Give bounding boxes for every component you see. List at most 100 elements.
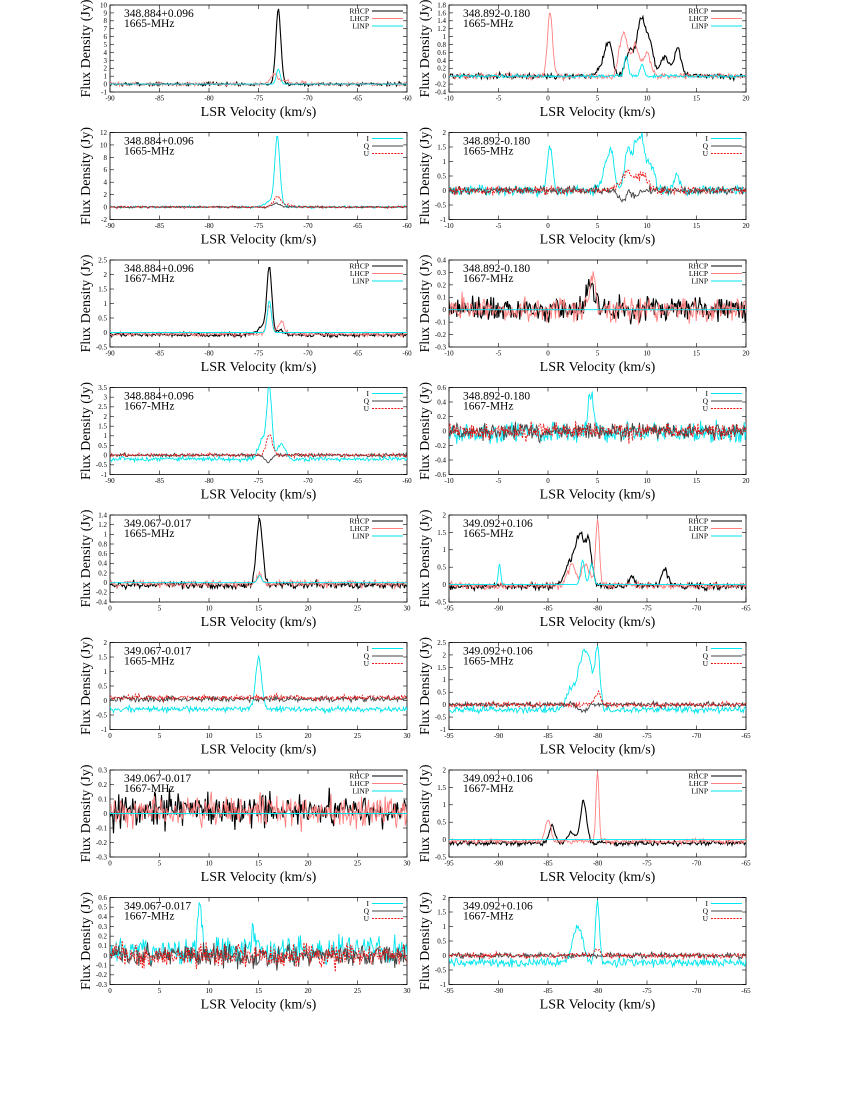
source-name: 348.892-0.180 — [463, 8, 530, 20]
series-u — [449, 169, 746, 196]
x-tick-label: -75 — [642, 860, 652, 868]
x-tick-label: -85 — [543, 987, 553, 995]
y-tick-label: 5 — [104, 41, 108, 49]
y-tick-label: 4 — [104, 49, 108, 57]
x-tick-label: 20 — [743, 477, 751, 485]
panel-6: -0.3 -0.2 -0.1 0 0.1 0.2 0.3 0.4 -10 -5 0 5 10 15 20 Fl… — [418, 254, 750, 375]
y-tick-label: 9 — [104, 9, 108, 17]
x-tick-label: 15 — [693, 350, 701, 358]
y-tick-label: 4 — [104, 179, 108, 187]
x-tick-label: 0 — [546, 350, 550, 358]
y-tick-label: 0 — [443, 836, 447, 844]
legend-label: LHCP — [350, 779, 369, 788]
series-lhcp — [449, 771, 746, 847]
legend-label: U — [364, 914, 370, 923]
frequency-label: 1667-MHz — [463, 273, 513, 285]
series-i — [110, 902, 407, 965]
x-tick-label: 15 — [693, 95, 701, 103]
x-tick-label: 15 — [693, 477, 701, 485]
y-axis-label: Flux Density (Jy) — [418, 382, 433, 480]
y-tick-label: 0.5 — [437, 689, 446, 697]
y-tick-label: 0.5 — [98, 682, 107, 690]
legend-label: LINP — [691, 532, 708, 541]
source-name: 349.067-0.017 — [124, 646, 191, 658]
x-tick-label: -70 — [692, 987, 702, 995]
x-axis-label: LSR Velocity (km/s) — [201, 743, 317, 758]
legend-label: Q — [703, 652, 709, 661]
y-tick-label: 0 — [443, 73, 447, 81]
x-tick-label: -5 — [496, 350, 502, 358]
panel-12: -1 -0.5 0 0.5 1 1.5 2 2.5 -95 -90 -85 -80 -75 -70 -65 F… — [418, 637, 751, 758]
x-tick-label: 20 — [305, 860, 313, 868]
x-tick-label: -10 — [444, 477, 454, 485]
x-tick-label: 10 — [206, 732, 214, 740]
legend-label: I — [706, 389, 709, 398]
frequency-label: 1665-MHz — [463, 146, 513, 158]
x-tick-label: 5 — [596, 477, 600, 485]
frequency-label: 1665-MHz — [124, 528, 174, 540]
y-tick-label: 1.5 — [98, 423, 107, 431]
legend-label: LINP — [691, 277, 708, 286]
x-tick-label: -65 — [353, 350, 363, 358]
legend-label: I — [367, 644, 370, 653]
panel-15: -0.3 -0.2-0.1 0 0.10.2 0.3 0.40.5 0.6 0 5 10 15 20 2… — [79, 892, 411, 1013]
panel-9: -0.4-0.200.20.40.60.811.21.40 5 10 15 20 25 30… — [79, 509, 411, 630]
y-tick-label: -0.5 — [96, 461, 108, 469]
y-tick-label: 10 — [100, 1, 108, 9]
legend-label: RHCP — [688, 517, 708, 526]
x-tick-label: -85 — [543, 605, 553, 613]
source-name: 348.884+0.096 — [124, 8, 194, 20]
panel-8: -0.6 -0.4 -0.2 0 0.2 0.4 0.6 -10 -5 0 5 10 15 20 Flux … — [418, 382, 750, 503]
series-u — [110, 434, 407, 460]
x-axis-label: LSR Velocity (km/s) — [201, 360, 317, 375]
x-tick-label: -80 — [204, 350, 214, 358]
series-lhcp — [110, 305, 407, 338]
y-tick-label: 0 — [104, 579, 108, 587]
y-tick-label: -0.2 — [435, 80, 447, 88]
panel-4: -1 -0.5 0 0.5 1 1.5 2 -10 -5 0 5 10 15 20 Flux Density… — [418, 127, 750, 248]
x-tick-label: 20 — [305, 605, 313, 613]
y-tick-label: 2.5 — [437, 639, 446, 647]
series-q — [449, 699, 746, 714]
y-tick-label: 2.5 — [98, 256, 107, 264]
series-lhcp — [449, 519, 746, 591]
y-tick-label: 1 — [443, 33, 447, 41]
y-tick-label: 1.5 — [437, 908, 446, 916]
source-name: 349.092+0.106 — [463, 646, 533, 658]
series-lhcp — [110, 791, 407, 833]
x-axis-label: LSR Velocity (km/s) — [540, 233, 656, 248]
y-tick-label: 1 — [104, 432, 108, 440]
y-tick-label: 2 — [104, 639, 108, 647]
y-tick-label: 0 — [104, 80, 108, 88]
legend-label: U — [703, 404, 709, 413]
y-tick-label: 0.2 — [437, 65, 446, 73]
y-tick-label: -0.5 — [435, 966, 447, 974]
x-tick-label: -85 — [155, 95, 165, 103]
x-axis-label: LSR Velocity (km/s) — [540, 488, 656, 503]
y-tick-label: 0.4 — [437, 256, 446, 264]
y-tick-label: -0.4 — [435, 88, 447, 96]
y-tick-label: 0.1 — [98, 795, 107, 803]
x-tick-label: -65 — [353, 222, 363, 230]
y-tick-label: 1 — [104, 531, 108, 539]
series-i — [110, 654, 407, 715]
x-tick-label: 0 — [108, 605, 112, 613]
series-u — [110, 940, 407, 972]
x-tick-label: -80 — [204, 477, 214, 485]
x-tick-label: 30 — [404, 732, 412, 740]
x-tick-label: -5 — [496, 477, 502, 485]
source-name: 349.067-0.017 — [124, 773, 191, 785]
series-lhcp — [110, 571, 407, 590]
y-axis-label: Flux Density (Jy) — [79, 892, 94, 990]
y-tick-label: 0.5 — [437, 172, 446, 180]
x-tick-label: 5 — [158, 860, 162, 868]
x-axis-label: LSR Velocity (km/s) — [201, 870, 317, 885]
y-tick-label: -0.6 — [435, 471, 447, 479]
frequency-label: 1665-MHz — [463, 656, 513, 668]
series-u — [449, 689, 746, 710]
x-tick-label: -60 — [402, 222, 412, 230]
y-tick-label: 0.5 — [437, 937, 446, 945]
panel-2: -0.4-0.200.20.40.60.811.21.41.61.8-10 -5 0… — [418, 0, 750, 120]
x-tick-label: -75 — [254, 222, 264, 230]
series-rhcp — [449, 530, 746, 593]
